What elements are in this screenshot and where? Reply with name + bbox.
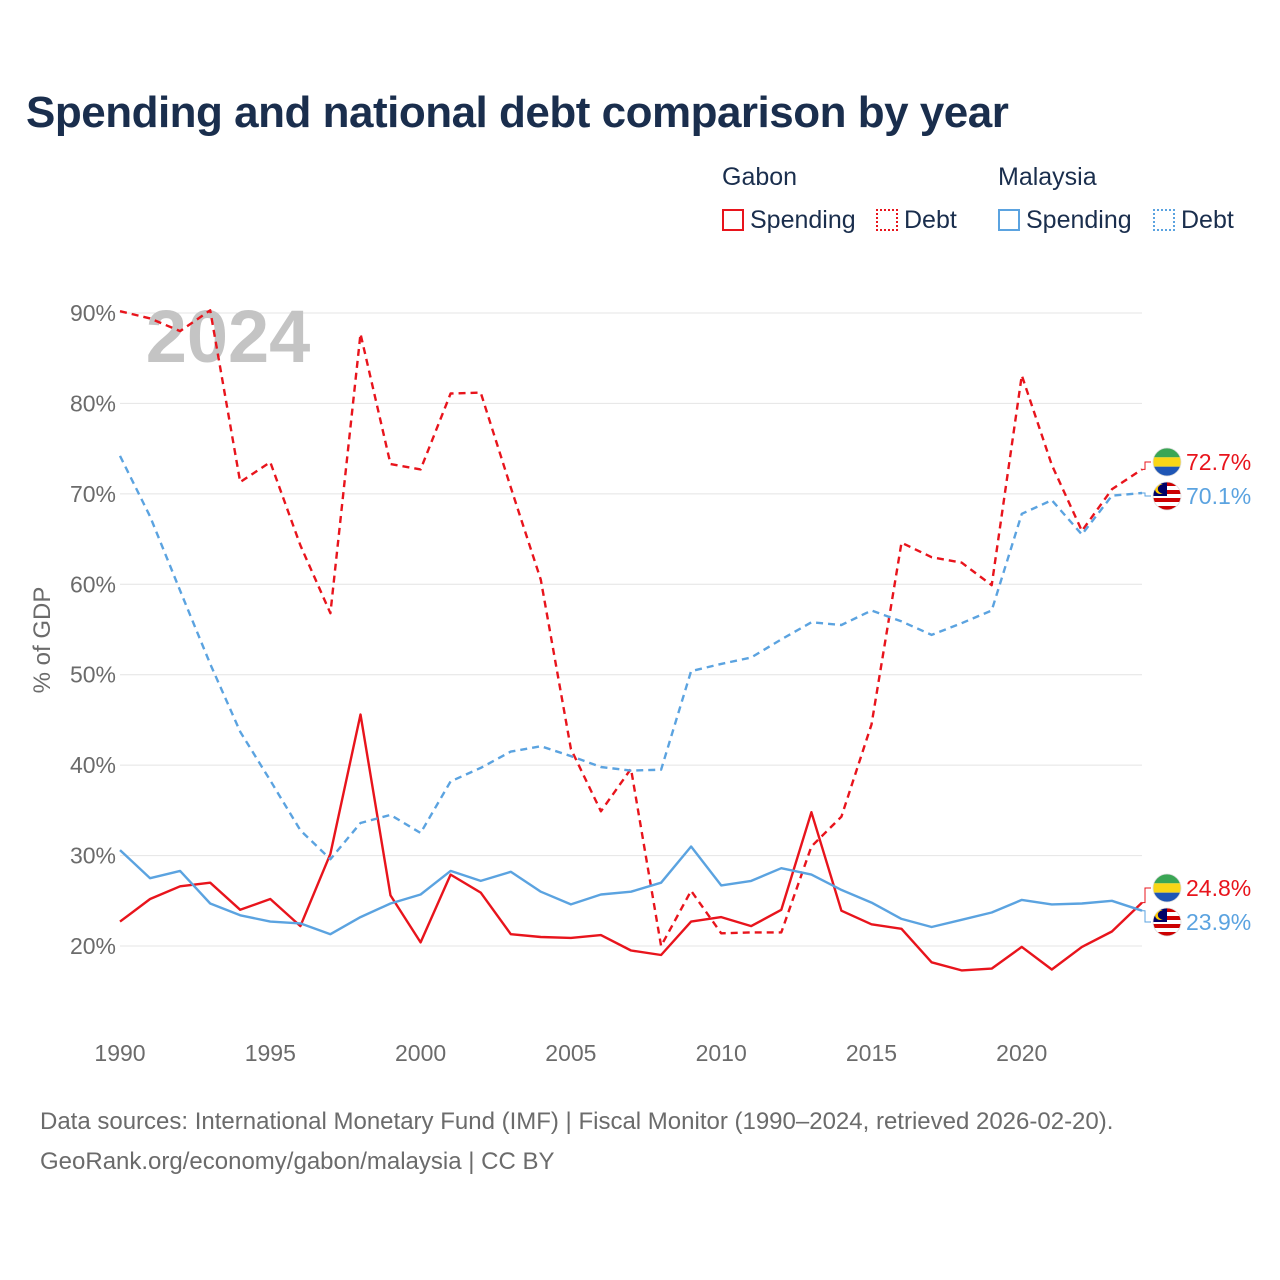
y-tick-label: 70% (70, 481, 116, 507)
y-tick-label: 30% (70, 843, 116, 869)
legend-label: Spending (1026, 205, 1132, 234)
gabon-debt-end-label: 72.7% (1186, 449, 1251, 475)
malaysia-debt-connector (1142, 492, 1151, 497)
x-tick-label: 2010 (696, 1040, 747, 1066)
malaysia-spending-end-label: 23.9% (1186, 909, 1251, 935)
legend-swatch-solid-icon (722, 209, 744, 231)
legend-swatch-dotted-icon (876, 209, 898, 231)
y-tick-label: 60% (70, 571, 116, 597)
malaysia-flag-icon (1152, 481, 1182, 511)
y-tick-label: 90% (70, 300, 116, 326)
legend-label: Debt (1181, 205, 1234, 234)
legend-group-malaysia: Malaysia (998, 163, 1097, 191)
gabon-spending-line (119, 713, 1143, 972)
year-watermark: 2024 (146, 295, 311, 378)
gabon-flag-icon (1152, 447, 1182, 477)
malaysia-debt-end-label: 70.1% (1186, 483, 1251, 509)
legend-item-malaysia-spending[interactable]: Spending (998, 204, 1132, 236)
malaysia-spending-connector (1142, 910, 1151, 923)
x-tick-label: 2015 (846, 1040, 897, 1066)
malaysia-flag-icon (1152, 907, 1182, 937)
y-tick-label: 20% (70, 933, 116, 959)
y-tick-label: 40% (70, 752, 116, 778)
legend-group-gabon: Gabon (722, 163, 798, 191)
y-tick-label: 50% (70, 662, 116, 688)
legend-label: Spending (750, 205, 856, 234)
x-tick-label: 2000 (395, 1040, 446, 1066)
y-axis-label: % of GDP (29, 587, 56, 694)
legend-swatch-solid-icon (998, 209, 1020, 231)
gabon-spending-connector (1142, 887, 1151, 904)
gabon-debt-connector (1142, 461, 1151, 470)
x-tick-label: 1995 (245, 1040, 296, 1066)
legend-label: Debt (904, 205, 957, 234)
legend-swatch-dotted-icon (1153, 209, 1175, 231)
legend-item-gabon-debt[interactable]: Debt (876, 204, 957, 236)
y-tick-label: 80% (70, 390, 116, 416)
x-tick-label: 2020 (996, 1040, 1047, 1066)
chart-title: Spending and national debt comparison by… (26, 88, 1009, 137)
source-line-1: Data sources: International Monetary Fun… (40, 1108, 1114, 1135)
malaysia-spending-line (119, 845, 1143, 936)
gabon-spending-end-label: 24.8% (1186, 875, 1251, 901)
x-tick-label: 1990 (94, 1040, 145, 1066)
x-tick-label: 2005 (545, 1040, 596, 1066)
legend-item-malaysia-debt[interactable]: Debt (1153, 204, 1234, 236)
gabon-debt-line (119, 309, 1143, 948)
source-line-2: GeoRank.org/economy/gabon/malaysia | CC … (40, 1148, 555, 1175)
gabon-flag-icon (1152, 873, 1182, 903)
legend-item-gabon-spending[interactable]: Spending (722, 204, 856, 236)
malaysia-debt-line (118, 455, 1143, 861)
